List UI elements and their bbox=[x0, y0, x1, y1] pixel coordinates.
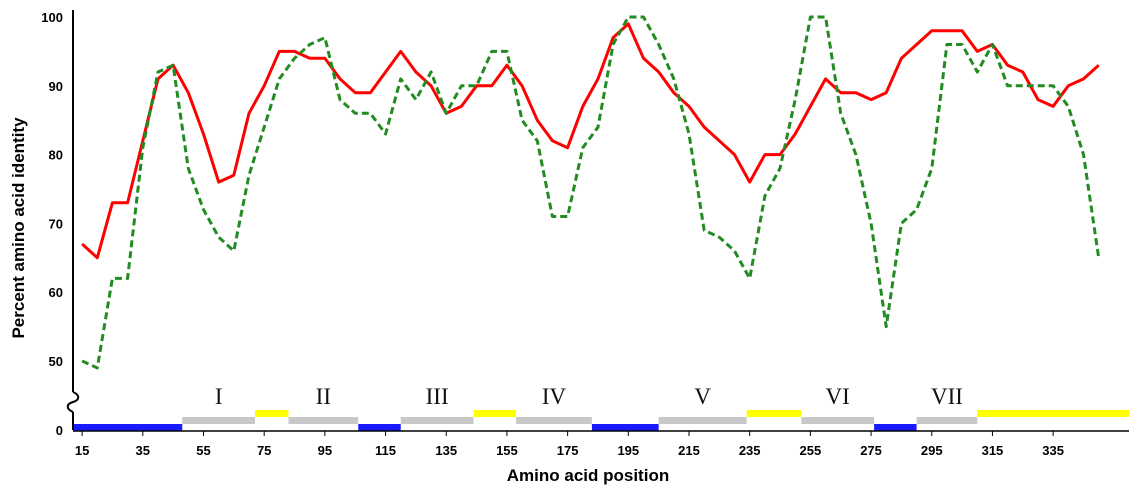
series-line-1 bbox=[81, 15, 1101, 370]
x-tick-label: 155 bbox=[496, 443, 518, 458]
region-bar bbox=[358, 424, 401, 431]
y-tick-label: 80 bbox=[49, 148, 63, 163]
x-tick-label: 95 bbox=[318, 443, 332, 458]
series-lines bbox=[81, 15, 1101, 370]
region-bar bbox=[473, 410, 517, 417]
x-tick-label: 255 bbox=[800, 443, 822, 458]
x-tick-label: 175 bbox=[557, 443, 579, 458]
domain-region-bars: I II III IV V VI VII bbox=[73, 384, 1129, 431]
region-bar bbox=[874, 424, 917, 431]
region-label: V bbox=[694, 384, 711, 409]
x-tick-label: 275 bbox=[860, 443, 882, 458]
x-tick-label: 315 bbox=[982, 443, 1004, 458]
x-tick-label: 215 bbox=[678, 443, 700, 458]
y-tick-label: 50 bbox=[49, 354, 63, 369]
x-tick-label: 195 bbox=[617, 443, 639, 458]
region-bar bbox=[746, 410, 802, 417]
y-axis-title: Percent amino acid identity bbox=[9, 117, 28, 339]
region-bar bbox=[658, 417, 747, 424]
region-label: IV bbox=[542, 384, 567, 409]
region-label: VII bbox=[931, 384, 963, 409]
y-tick-label: 60 bbox=[49, 285, 63, 300]
y-tick-label: 0 bbox=[56, 423, 63, 438]
x-axis-title: Amino acid position bbox=[507, 466, 669, 485]
x-tick-label: 35 bbox=[136, 443, 150, 458]
series-line-0 bbox=[81, 22, 1100, 260]
region-bar bbox=[73, 424, 183, 431]
region-bar bbox=[516, 417, 592, 424]
region-label: II bbox=[316, 384, 331, 409]
x-tick-label: 55 bbox=[196, 443, 210, 458]
region-label: VI bbox=[826, 384, 850, 409]
region-bar bbox=[182, 417, 256, 424]
region-bar bbox=[255, 410, 289, 417]
axes: 0 50 60 70 80 90 100 15 35 55 75 95 115 135 155 175 195 2… bbox=[41, 10, 1129, 458]
x-tick-label: 15 bbox=[75, 443, 89, 458]
region-label: I bbox=[215, 384, 223, 409]
region-bar bbox=[916, 417, 978, 424]
x-tick-label: 135 bbox=[435, 443, 457, 458]
y-tick-label: 90 bbox=[49, 79, 63, 94]
x-tick-label: 335 bbox=[1042, 443, 1064, 458]
region-bar bbox=[801, 417, 875, 424]
region-bar bbox=[591, 424, 659, 431]
y-tick-label: 70 bbox=[49, 216, 63, 231]
y-tick-label: 100 bbox=[41, 10, 63, 25]
y-axis-break bbox=[66, 391, 80, 413]
x-tick-label: 115 bbox=[375, 443, 396, 458]
region-bar bbox=[400, 417, 474, 424]
region-bar bbox=[288, 417, 359, 424]
x-tick-label: 295 bbox=[921, 443, 943, 458]
x-tick-label: 235 bbox=[739, 443, 761, 458]
region-label: III bbox=[426, 384, 449, 409]
region-bar bbox=[977, 410, 1129, 417]
x-tick-label: 75 bbox=[257, 443, 271, 458]
